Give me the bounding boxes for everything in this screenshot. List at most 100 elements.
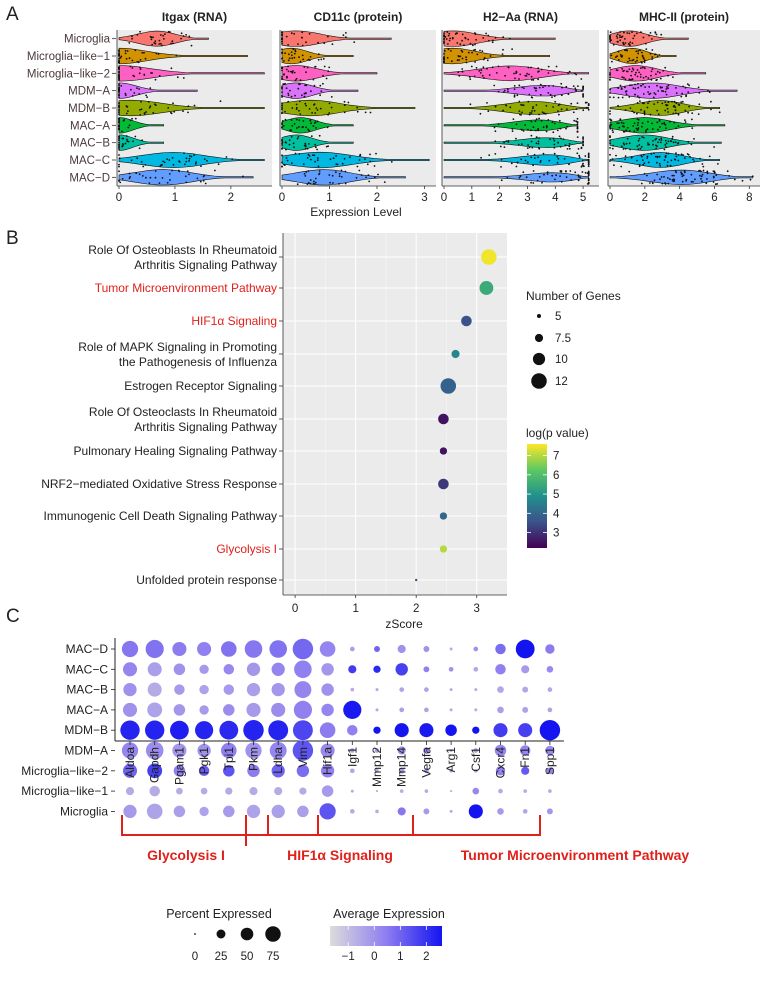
- data-point: [118, 136, 120, 138]
- data-point: [338, 172, 341, 175]
- data-point: [668, 120, 671, 123]
- data-point: [461, 70, 464, 73]
- data-point: [609, 76, 611, 79]
- data-point: [281, 38, 283, 41]
- data-point: [637, 86, 640, 89]
- data-point: [118, 93, 120, 96]
- pct-legend-dot: [194, 933, 196, 935]
- data-point: [624, 38, 626, 40]
- data-point: [318, 172, 321, 175]
- data-point: [281, 31, 283, 34]
- data-point: [139, 59, 142, 61]
- pathway-label: Tumor Microenvironment Pathway: [95, 281, 277, 295]
- data-point: [552, 106, 554, 108]
- data-point: [293, 123, 296, 125]
- data-point: [503, 89, 506, 92]
- data-point: [308, 108, 311, 110]
- data-point: [281, 123, 283, 125]
- data-point: [301, 31, 304, 34]
- data-point: [138, 72, 141, 75]
- data-point: [634, 87, 637, 90]
- gene-label: Spp1: [543, 747, 557, 775]
- data-point: [316, 148, 318, 151]
- data-point: [558, 119, 561, 122]
- avg-legend-label: −1: [342, 951, 355, 963]
- gene-label: Pgam1: [172, 747, 186, 785]
- expression-dot: [419, 723, 434, 738]
- data-point: [530, 140, 533, 143]
- data-point: [124, 94, 127, 96]
- data-point: [532, 107, 534, 110]
- data-point: [609, 31, 612, 34]
- data-point: [549, 138, 551, 141]
- expression-dot: [498, 788, 503, 794]
- data-point: [474, 48, 477, 51]
- data-point: [700, 177, 702, 180]
- data-point: [582, 88, 584, 91]
- data-point: [677, 154, 680, 156]
- data-point: [656, 121, 659, 124]
- data-point: [625, 129, 627, 132]
- expression-dot: [147, 662, 162, 677]
- data-point: [118, 102, 120, 104]
- row-label: Microglia: [60, 804, 108, 818]
- data-point: [546, 173, 549, 175]
- expression-dot: [399, 707, 405, 713]
- data-point: [637, 50, 640, 52]
- facet-title: H2−Aa (RNA): [483, 10, 558, 24]
- expression-dot: [449, 809, 453, 813]
- data-point: [640, 61, 643, 63]
- data-point: [139, 68, 142, 70]
- expression-dot: [398, 767, 405, 774]
- expression-dot: [397, 746, 406, 755]
- data-point: [518, 100, 521, 103]
- data-point: [640, 145, 643, 148]
- expression-dot: [449, 688, 453, 692]
- data-point: [188, 157, 191, 160]
- data-point: [163, 161, 166, 164]
- data-point: [699, 157, 701, 160]
- data-point: [281, 144, 283, 146]
- data-point: [645, 130, 647, 133]
- data-point: [474, 32, 476, 34]
- data-point: [301, 54, 304, 57]
- data-point: [681, 175, 684, 178]
- data-point: [673, 100, 676, 103]
- data-point: [281, 87, 283, 90]
- data-point: [647, 120, 649, 123]
- data-point: [122, 137, 125, 140]
- data-point: [640, 67, 642, 69]
- data-point: [563, 158, 566, 160]
- data-point: [293, 52, 296, 55]
- data-point: [137, 61, 140, 64]
- data-point: [655, 155, 657, 158]
- expression-dot: [121, 742, 139, 759]
- data-point: [304, 84, 306, 87]
- data-point: [305, 41, 307, 44]
- data-point: [296, 183, 299, 186]
- data-point: [624, 90, 627, 93]
- data-point: [291, 71, 294, 74]
- data-point: [289, 129, 292, 132]
- data-point: [577, 174, 580, 177]
- data-point: [383, 181, 386, 184]
- x-axis-title: zScore: [385, 617, 423, 631]
- data-point: [299, 113, 302, 115]
- pathway-dot: [451, 349, 460, 359]
- data-point: [682, 174, 685, 177]
- data-point: [647, 77, 650, 79]
- expression-dot: [122, 702, 138, 717]
- data-point: [323, 42, 326, 45]
- data-point: [131, 117, 134, 120]
- data-point: [305, 104, 307, 107]
- data-point: [461, 68, 464, 70]
- data-point: [283, 164, 286, 167]
- data-point: [636, 159, 638, 162]
- expression-dot: [448, 666, 454, 672]
- data-point: [684, 119, 686, 121]
- data-point: [554, 122, 556, 125]
- data-point: [291, 125, 294, 127]
- x-tick-label: 2: [374, 192, 380, 204]
- data-point: [626, 127, 629, 129]
- data-point: [444, 50, 446, 52]
